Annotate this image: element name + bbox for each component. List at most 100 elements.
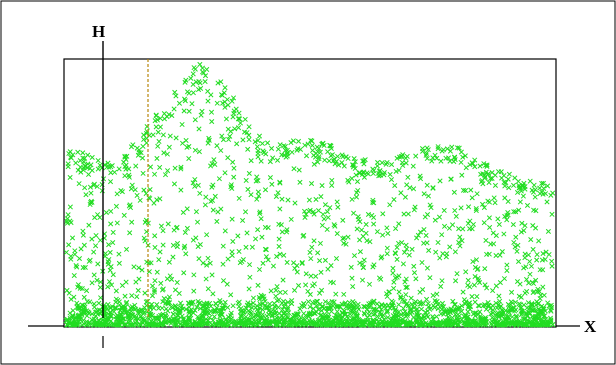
scatter-point [294,269,300,275]
scatter-point [504,262,510,268]
scatter-point [216,176,222,182]
scatter-point [374,322,380,328]
scatter-point [111,309,117,315]
scatter-point [395,318,401,324]
scatter-point [354,226,360,232]
scatter-point [156,257,162,263]
scatter-point [505,176,511,182]
scatter-point [450,298,456,304]
scatter-point [74,322,80,328]
scatter-point [379,254,385,260]
scatter-point [303,153,310,159]
scatter-point [230,238,236,244]
scatter-point [259,140,265,147]
scatter-point [133,163,139,169]
scatter-point [454,271,460,277]
scatter-point [313,321,319,327]
scatter-point [201,318,207,324]
scatter-point [203,301,209,308]
scatter-point [480,303,486,309]
scatter-point [71,294,77,300]
scatter-point [328,321,334,327]
scatter-point [228,292,234,298]
scatter-point [328,263,334,269]
scatter-point [97,237,103,243]
scatter-point [66,290,72,296]
scatter-point [459,303,465,309]
scatter-point [174,240,181,246]
scatter-point [412,322,418,328]
scatter-point [370,170,376,177]
scatter-point [541,185,547,192]
scatter-point [532,316,538,322]
scatter-point [341,163,347,169]
scatter-point [318,269,324,275]
scatter-point [307,207,313,213]
scatter-point [446,307,452,313]
scatter-point [421,227,427,233]
scatter-point [141,235,147,241]
scatter-point [220,243,226,249]
scatter-point [313,273,319,279]
scatter-point [361,174,367,180]
scatter-point [343,304,349,310]
scatter-point [260,311,266,317]
scatter-point [91,301,97,307]
scatter-point [194,219,201,225]
scatter-point [484,285,490,291]
scatter-point [297,179,303,185]
scatter-point [394,155,400,161]
scatter-point [248,158,254,164]
scatter-point [285,299,291,305]
scatter-point [530,322,536,328]
scatter-point [248,310,254,316]
scatter-point [533,208,539,214]
scatter-point [97,162,103,168]
scatter-point [208,109,215,115]
scatter-point [151,289,157,295]
scatter-point [73,263,79,269]
scatter-point [473,207,479,214]
scatter-point [324,209,330,215]
scatter-point [256,266,263,273]
scatter-point [208,198,214,204]
scatter-point [424,265,431,271]
scatter-point [404,284,410,290]
scatter-point [314,298,321,304]
scatter-point [365,211,371,217]
scatter-point [97,214,103,221]
scatter-point [122,173,128,179]
scatter-point [297,306,303,312]
scatter-point [205,255,211,261]
scatter-point [180,317,186,323]
scatter-point [270,155,276,161]
scatter-point [112,169,118,175]
scatter-point [389,303,395,309]
scatter-point [157,196,163,202]
scatter-point [190,310,196,316]
scatter-point [236,248,242,255]
scatter-point [152,244,158,251]
scatter-point [113,288,119,294]
scatter-point [428,205,434,211]
scatter-point [371,262,377,268]
scatter-point [363,230,369,236]
scatter-point [199,313,205,319]
scatter-point [279,196,285,202]
scatter-point [329,177,335,183]
scatter-point [82,163,88,169]
scatter-point [79,322,85,328]
scatter-point [258,292,264,298]
scatter-point [387,171,393,177]
scatter-point [83,192,89,198]
scatter-point [443,155,449,161]
scatter-point [181,96,188,102]
scatter-point [503,179,509,186]
scatter-point [64,322,71,328]
scatter-point [134,294,140,300]
scatter-point [265,257,271,263]
scatter-point [116,318,122,325]
scatter-point [511,239,517,246]
scatter-point [396,289,402,295]
scatter-point [229,249,235,255]
